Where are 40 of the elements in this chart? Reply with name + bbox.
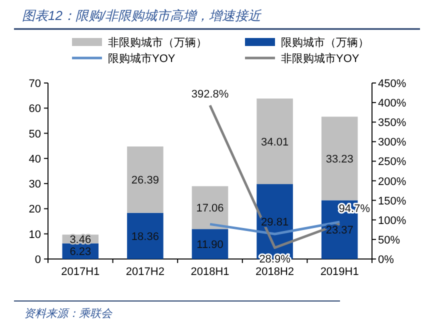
x-tick-label: 2018H2 bbox=[256, 266, 294, 278]
y-tick-label: 70 bbox=[28, 78, 41, 90]
legend-label: 非限购城市（万辆） bbox=[108, 36, 207, 49]
data-label: 11.90 bbox=[196, 239, 224, 252]
y2-tick-label: 250% bbox=[378, 156, 406, 168]
y2-tick-label: 400% bbox=[378, 98, 406, 110]
legend-label: 限购城市YOY bbox=[108, 52, 176, 65]
x-tick-label: 2017H2 bbox=[126, 266, 164, 278]
y2-tick-label: 150% bbox=[378, 195, 406, 208]
y2-tick-label: 0% bbox=[378, 254, 394, 266]
y-tick-label: 30 bbox=[28, 178, 41, 191]
data-label: 33.23 bbox=[326, 153, 354, 166]
y2-tick-label: 450% bbox=[378, 78, 406, 90]
data-label: 392.8% bbox=[191, 88, 229, 100]
data-label: 17.06 bbox=[196, 202, 224, 215]
text: 资料来源：乘联会 bbox=[24, 307, 113, 320]
data-label: 6.23 bbox=[70, 246, 92, 258]
x-tick-label: 2019H1 bbox=[320, 266, 359, 278]
y2-tick-label: 300% bbox=[378, 136, 406, 149]
y2-tick-label: 50% bbox=[378, 234, 400, 246]
y2-tick-label: 100% bbox=[378, 214, 406, 227]
y2-tick-label: 200% bbox=[378, 176, 406, 188]
y-tick-label: 20 bbox=[28, 204, 41, 216]
legend-label: 非限购城市YOY bbox=[281, 52, 360, 65]
bar bbox=[256, 98, 293, 184]
y-tick-label: 60 bbox=[28, 103, 41, 116]
data-label: 23.37 bbox=[326, 224, 354, 237]
y-tick-label: 40 bbox=[28, 153, 41, 166]
x-tick-label: 2018H1 bbox=[190, 266, 230, 278]
y2-tick-label: 350% bbox=[378, 117, 406, 130]
data-label: 34.01 bbox=[261, 136, 289, 148]
legend-label: 限购城市（万辆） bbox=[281, 36, 369, 49]
chart-title: 图表12：限购/非限购城市高增，增速接近 bbox=[22, 8, 262, 23]
data-label: 18.36 bbox=[131, 230, 159, 243]
x-tick-label: 2017H1 bbox=[61, 266, 100, 278]
data-label: 26.39 bbox=[131, 174, 159, 187]
y-tick-label: 10 bbox=[28, 228, 41, 241]
y-tick-label: 50 bbox=[28, 128, 41, 140]
y-tick-label: 0 bbox=[34, 254, 41, 266]
data-label: 3.46 bbox=[70, 234, 92, 246]
